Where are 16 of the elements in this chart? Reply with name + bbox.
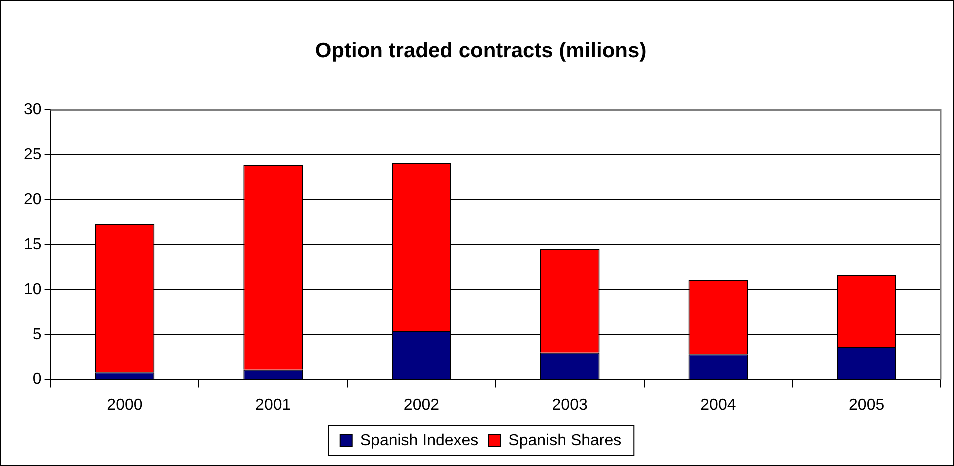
chart-title: Option traded contracts (milions) bbox=[315, 39, 647, 62]
y-tick-label: 30 bbox=[24, 102, 42, 119]
x-tick-label: 2002 bbox=[404, 396, 440, 414]
y-tick-label: 0 bbox=[32, 371, 42, 388]
x-tick-label: 2005 bbox=[849, 396, 885, 414]
x-tick-label: 2001 bbox=[256, 396, 292, 414]
x-tick-label: 2004 bbox=[700, 396, 736, 414]
x-tick-label: 2000 bbox=[107, 396, 143, 414]
legend-label: Spanish Indexes bbox=[360, 432, 479, 450]
y-tick-label: 15 bbox=[24, 236, 42, 254]
legend-label: Spanish Shares bbox=[508, 432, 622, 450]
y-tick-label: 5 bbox=[32, 326, 42, 344]
y-tick-label: 20 bbox=[24, 191, 42, 208]
y-tick-label: 25 bbox=[24, 146, 42, 164]
y-tick-label: 10 bbox=[24, 281, 42, 298]
x-tick-label: 2003 bbox=[552, 396, 588, 414]
